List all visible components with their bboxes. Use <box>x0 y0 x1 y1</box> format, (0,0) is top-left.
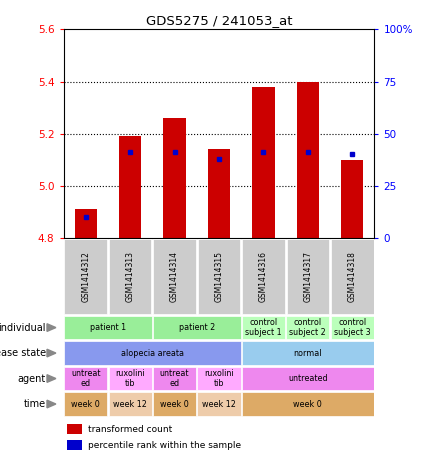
Text: GSM1414318: GSM1414318 <box>348 251 357 302</box>
Bar <box>64 367 107 390</box>
Polygon shape <box>47 349 56 357</box>
Text: agent: agent <box>18 374 46 384</box>
Bar <box>119 136 141 238</box>
Text: week 0: week 0 <box>160 400 189 409</box>
Text: untreated: untreated <box>288 374 328 383</box>
Bar <box>242 316 285 339</box>
Bar <box>67 440 82 450</box>
Bar <box>341 160 364 238</box>
Bar <box>153 316 240 339</box>
Bar <box>74 209 97 238</box>
Text: normal: normal <box>293 348 322 357</box>
Bar <box>64 342 240 365</box>
Text: transformed count: transformed count <box>88 425 173 434</box>
Text: GSM1414315: GSM1414315 <box>215 251 223 302</box>
Text: ruxolini
tib: ruxolini tib <box>115 369 145 388</box>
Bar <box>198 367 240 390</box>
Text: untreat
ed: untreat ed <box>160 369 189 388</box>
Bar <box>153 392 196 416</box>
Text: percentile rank within the sample: percentile rank within the sample <box>88 441 241 449</box>
Bar <box>198 392 240 416</box>
Bar <box>242 392 374 416</box>
Title: GDS5275 / 241053_at: GDS5275 / 241053_at <box>146 14 292 27</box>
Bar <box>153 367 196 390</box>
Bar <box>153 239 196 314</box>
Bar <box>64 392 107 416</box>
Bar <box>242 239 285 314</box>
Text: control
subject 2: control subject 2 <box>290 318 326 337</box>
Polygon shape <box>47 400 56 408</box>
Text: GSM1414317: GSM1414317 <box>304 251 312 302</box>
Text: untreat
ed: untreat ed <box>71 369 100 388</box>
Text: GSM1414312: GSM1414312 <box>81 251 90 302</box>
Bar <box>286 316 329 339</box>
Bar <box>297 82 319 238</box>
Text: individual: individual <box>0 323 46 333</box>
Text: control
subject 1: control subject 1 <box>245 318 282 337</box>
Polygon shape <box>47 375 56 382</box>
Bar <box>109 367 152 390</box>
Text: week 0: week 0 <box>71 400 100 409</box>
Text: week 12: week 12 <box>202 400 236 409</box>
Text: patient 2: patient 2 <box>179 323 215 332</box>
Bar <box>67 424 82 434</box>
Text: alopecia areata: alopecia areata <box>121 348 184 357</box>
Bar <box>331 316 374 339</box>
Text: disease state: disease state <box>0 348 46 358</box>
Bar <box>198 239 240 314</box>
Bar <box>242 367 374 390</box>
Polygon shape <box>47 324 56 332</box>
Bar <box>64 239 107 314</box>
Bar <box>242 342 374 365</box>
Text: control
subject 3: control subject 3 <box>334 318 371 337</box>
Bar <box>109 239 152 314</box>
Text: patient 1: patient 1 <box>90 323 126 332</box>
Text: GSM1414316: GSM1414316 <box>259 251 268 302</box>
Bar <box>64 316 152 339</box>
Bar <box>331 239 374 314</box>
Bar <box>286 239 329 314</box>
Text: time: time <box>24 399 46 409</box>
Text: GSM1414314: GSM1414314 <box>170 251 179 302</box>
Text: ruxolini
tib: ruxolini tib <box>204 369 234 388</box>
Bar <box>163 118 186 238</box>
Text: week 12: week 12 <box>113 400 147 409</box>
Text: week 0: week 0 <box>293 400 322 409</box>
Bar <box>109 392 152 416</box>
Bar <box>208 149 230 238</box>
Bar <box>252 87 275 238</box>
Text: GSM1414313: GSM1414313 <box>126 251 134 302</box>
